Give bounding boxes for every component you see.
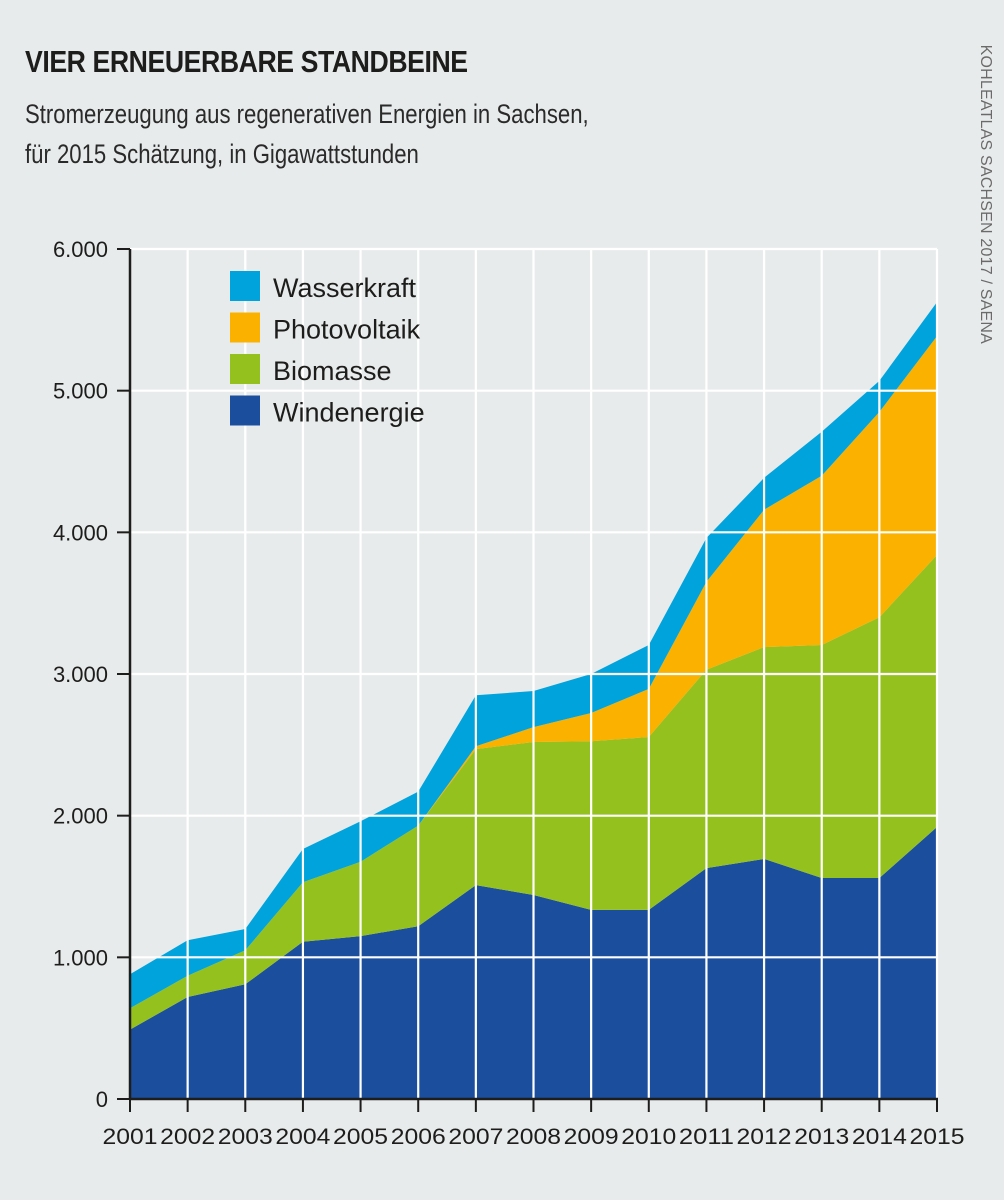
x-tick-label: 2015 <box>910 1124 965 1149</box>
y-tick-label: 0 <box>96 1087 108 1112</box>
y-tick-label: 3.000 <box>53 662 108 687</box>
subtitle-line-2: für 2015 Schätzung, in Gigawattstunden <box>25 139 419 169</box>
legend-label-photovoltaik: Photovoltaik <box>273 315 421 345</box>
legend-swatch-biomasse <box>230 354 260 384</box>
y-tick-label: 5.000 <box>53 379 108 404</box>
x-tick-label: 2014 <box>852 1124 907 1149</box>
grid-layer <box>130 247 939 1099</box>
legend-label-wasserkraft: Wasserkraft <box>273 273 417 303</box>
y-tick-label: 6.000 <box>53 237 108 262</box>
x-tick-label: 2012 <box>737 1124 792 1149</box>
x-tick-label: 2001 <box>103 1124 158 1149</box>
x-tick-label: 2011 <box>679 1124 734 1149</box>
legend: Wasserkraft Photovoltaik Biomasse Windenerg… <box>230 271 425 428</box>
y-tick-label: 1.000 <box>53 945 108 970</box>
x-tick-label: 2010 <box>621 1124 676 1149</box>
x-tick-label: 2006 <box>391 1124 446 1149</box>
x-tick-label: 2008 <box>506 1124 561 1149</box>
x-tick-label: 2007 <box>448 1124 503 1149</box>
chart-subtitle: Stromerzeugung aus regenerativen Energie… <box>25 94 589 174</box>
x-tick-label: 2013 <box>794 1124 849 1149</box>
x-tick-label: 2009 <box>564 1124 619 1149</box>
legend-swatch-wasserkraft <box>230 271 260 301</box>
legend-label-windenergie: Windenergie <box>273 398 425 428</box>
x-tick-label: 2003 <box>218 1124 273 1149</box>
chart-title: VIER ERNEUERBARE STANDBEINE <box>25 44 468 79</box>
legend-swatch-photovoltaik <box>230 312 260 343</box>
x-tick-label: 2002 <box>160 1124 215 1149</box>
subtitle-line-1: Stromerzeugung aus regenerativen Energie… <box>25 99 589 129</box>
legend-swatch-windenergie <box>230 395 260 426</box>
y-tick-label: 2.000 <box>53 804 108 829</box>
legend-label-biomasse: Biomasse <box>273 356 392 386</box>
x-tick-label: 2004 <box>275 1124 330 1149</box>
x-tick-label: 2005 <box>333 1124 388 1149</box>
y-tick-label: 4.000 <box>53 520 108 545</box>
area-wasserkraft <box>130 302 937 1009</box>
